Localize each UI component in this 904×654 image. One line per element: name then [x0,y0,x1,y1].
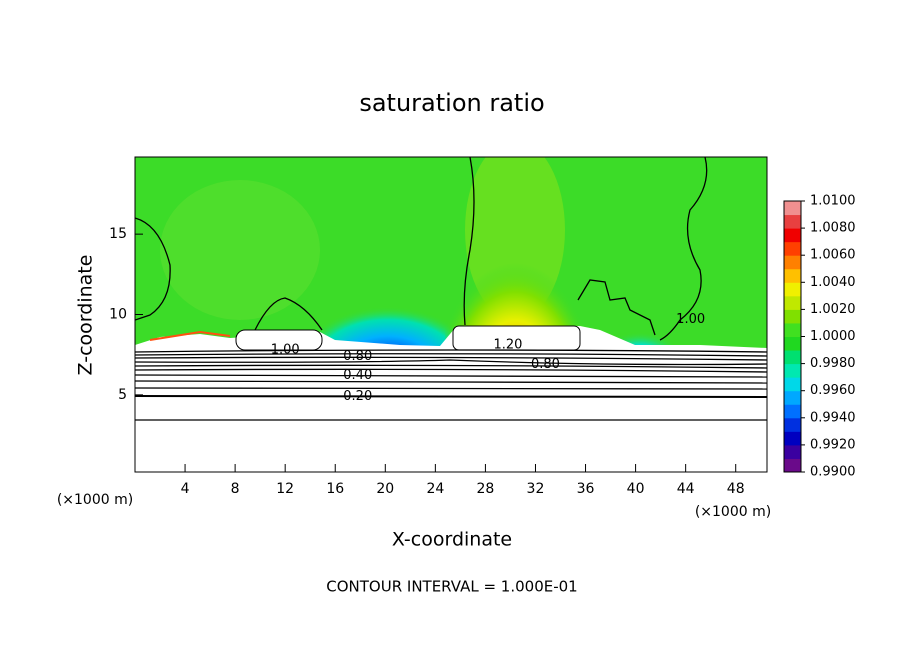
x-tick-label: 40 [627,481,645,497]
x-axis-label: X-coordinate [392,529,512,551]
field [135,157,767,472]
y-tick-label: 5 [118,387,127,403]
contour-label: 1.00 [676,312,705,327]
colorbar-tick-label: 1.0060 [810,248,856,263]
x-tick-label: 48 [727,481,745,497]
colorbar-tick-label: 1.0100 [810,194,856,209]
colorbar-band [784,322,801,337]
contour-lines [135,157,767,421]
contour-label: 0.20 [343,389,372,404]
contour-label: 1.20 [493,338,522,353]
field-edge [149,330,231,341]
y-tick-label: 15 [109,226,127,242]
colorbar-band [784,404,801,419]
colorbar-band [784,444,801,459]
x-tick-label: 36 [577,481,595,497]
colorbar-tick-label: 0.9980 [810,356,856,371]
x-tick-label: 16 [326,481,344,497]
x-tick-label: 4 [181,481,190,497]
x-tick-label: 12 [276,481,294,497]
colorbar-band [784,350,801,365]
colorbar-tick-label: 0.9940 [810,410,856,425]
colorbar-tick-label: 0.9960 [810,383,856,398]
y-axis-label: Z-coordinate [75,255,97,376]
x-tick-label: 32 [527,481,545,497]
colorbar-band [784,309,801,324]
colorbar-tick-label: 0.9900 [810,465,856,480]
colorbar-band [784,268,801,283]
colorbar-band [784,431,801,446]
x-tick-label: 28 [477,481,495,497]
field-cloud-base [135,326,767,472]
x-tick-label: 20 [376,481,394,497]
contour-label: 0.80 [343,349,372,364]
colorbar-band [784,228,801,243]
colorbar-tick-label: 1.0000 [810,329,856,344]
colorbar-band [784,255,801,270]
colorbar-band [784,336,801,351]
colorbar-band [784,458,801,473]
x-tick-label: 8 [231,481,240,497]
colorbar-band [784,214,801,229]
colorbar-band [784,282,801,297]
y-unit: (×1000 m) [57,492,133,508]
colorbar-tick-label: 1.0080 [810,221,856,236]
chart-title: saturation ratio [359,89,544,117]
y-tick-label: 10 [109,307,127,323]
colorbar-band [784,363,801,378]
contour-label: 1.00 [271,342,300,357]
contour-label: 0.80 [531,357,560,372]
x-tick-label: 44 [677,481,695,497]
colorbar-band [784,241,801,256]
colorbar-band [784,377,801,392]
colorbar-band [784,201,801,216]
contour-label: 0.40 [343,368,372,383]
colorbar-band [784,390,801,405]
colorbar-band [784,295,801,310]
colorbar-tick-label: 0.9920 [810,437,856,452]
colorbar-tick-label: 1.0020 [810,302,856,317]
x-unit: (×1000 m) [695,504,771,520]
footer: CONTOUR INTERVAL = 1.000E-01 [326,578,577,596]
colorbar-band [784,417,801,432]
colorbar-tick-label: 1.0040 [810,275,856,290]
x-tick-label: 24 [426,481,444,497]
field-shade [160,180,320,320]
